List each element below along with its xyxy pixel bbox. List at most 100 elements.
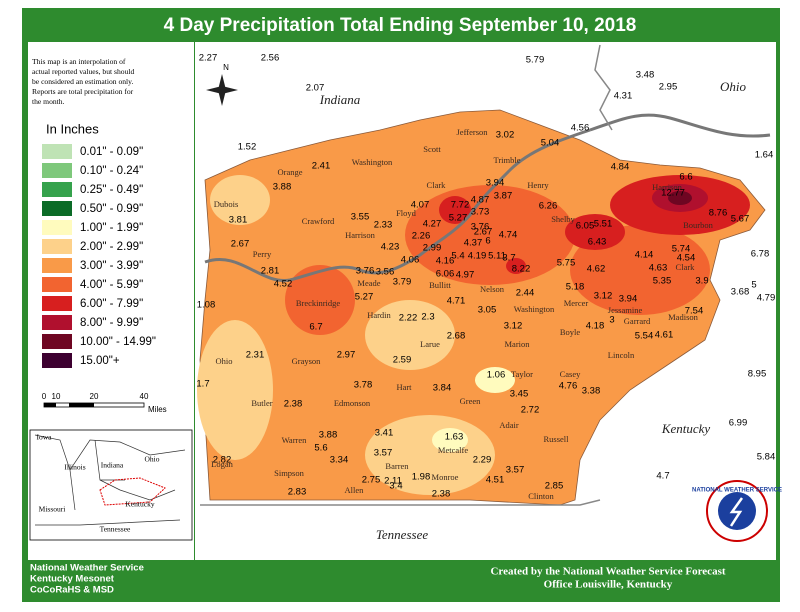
value-label: 7.72 xyxy=(451,200,470,211)
value-label: 4.19 xyxy=(468,251,487,262)
value-label: 2.95 xyxy=(659,82,678,93)
county-label: Casey xyxy=(560,369,582,379)
value-label: 6.78 xyxy=(751,249,770,260)
value-label: 8.22 xyxy=(512,264,531,275)
value-label: 3.78 xyxy=(354,380,373,391)
value-label: 4.18 xyxy=(586,321,605,332)
value-label: 4.56 xyxy=(571,123,590,134)
value-label: 3.7 xyxy=(502,253,515,264)
nws-logo: NATIONAL WEATHER SERVICE xyxy=(692,480,782,542)
legend-label: 2.00" - 2.99" xyxy=(80,241,143,253)
value-label: 1.63 xyxy=(445,432,464,443)
value-label: 6.43 xyxy=(588,237,607,248)
legend-swatch xyxy=(42,182,72,197)
value-label: 8.95 xyxy=(748,369,767,380)
value-label: 2.3 xyxy=(421,312,434,323)
value-label: 2.59 xyxy=(393,355,412,366)
value-label: 2.27 xyxy=(199,53,218,64)
value-label: 3.76 xyxy=(356,266,375,277)
county-label: Monroe xyxy=(432,472,459,482)
legend-label: 0.10" - 0.24" xyxy=(80,165,143,177)
county-label: Harrison xyxy=(652,182,682,192)
value-label: 2.83 xyxy=(288,487,307,498)
value-label: 3.87 xyxy=(494,191,513,202)
county-label: Dubois xyxy=(214,199,239,209)
value-label: 4.51 xyxy=(486,475,505,486)
county-label: Green xyxy=(460,396,482,406)
county-label: Taylor xyxy=(511,369,533,379)
rain-zone xyxy=(506,258,526,274)
value-label: 4.23 xyxy=(381,242,400,253)
county-label: Madison xyxy=(668,312,699,322)
county-label: Orange xyxy=(277,167,302,177)
county-label: Henry xyxy=(527,180,549,190)
value-label: 5.27 xyxy=(449,213,468,224)
value-label: 1.08 xyxy=(197,300,216,311)
value-label: 2.67 xyxy=(474,227,493,238)
legend-label: 8.00" - 9.99" xyxy=(80,317,143,329)
county-label: Hardin xyxy=(367,310,391,320)
state-line xyxy=(200,499,601,506)
value-label: 3.79 xyxy=(393,277,412,288)
value-label: 4.54 xyxy=(677,253,696,264)
scale-label: 0 xyxy=(42,392,47,401)
value-label: 8.76 xyxy=(709,208,728,219)
value-label: 3.12 xyxy=(504,321,523,332)
value-label: 3 xyxy=(609,315,614,326)
value-label: 5.27 xyxy=(355,292,374,303)
credit-right: Created by the National Weather Service … xyxy=(490,566,725,578)
value-label: 3.81 xyxy=(229,215,248,226)
value-label: 2.85 xyxy=(545,481,564,492)
value-label: 3.94 xyxy=(619,294,638,305)
value-label: 4.87 xyxy=(471,195,490,206)
legend-swatch xyxy=(42,277,72,292)
value-label: 1.7 xyxy=(196,379,209,390)
county-label: Barren xyxy=(385,461,409,471)
county-label: Grayson xyxy=(292,356,322,366)
inset-label: Indiana xyxy=(101,461,124,470)
scale-label: Miles xyxy=(148,405,167,414)
county-label: Clinton xyxy=(528,491,554,501)
county-label: Washington xyxy=(514,304,555,314)
legend-swatch xyxy=(42,144,72,159)
value-label: 6.99 xyxy=(729,418,748,429)
state-label: Indiana xyxy=(319,92,361,107)
inset-label: Tennessee xyxy=(100,525,131,534)
inset-label: Illinois xyxy=(64,463,85,472)
value-label: 5.75 xyxy=(557,258,576,269)
logo-text: NATIONAL WEATHER SERVICE xyxy=(692,488,782,494)
county-label: Washington xyxy=(352,157,393,167)
value-label: 1.52 xyxy=(238,142,257,153)
county-label: Bourbon xyxy=(683,220,714,230)
legend-swatch xyxy=(42,334,72,349)
value-label: 2.38 xyxy=(432,489,451,500)
rain-zone xyxy=(475,367,515,393)
rain-zone xyxy=(565,214,625,250)
disclaimer-line: the month. xyxy=(32,97,65,106)
county-label: Ohio xyxy=(216,356,233,366)
value-label: 12.77 xyxy=(661,188,685,199)
value-label: 5.79 xyxy=(526,55,545,66)
county-label: Hart xyxy=(396,382,412,392)
county-label: Marion xyxy=(504,339,530,349)
value-label: 2.41 xyxy=(312,161,331,172)
rain-zone xyxy=(668,191,692,205)
county-label: Meade xyxy=(357,278,380,288)
value-label: 5.4 xyxy=(451,251,464,262)
county-label: Boyle xyxy=(560,327,581,337)
title: 4 Day Precipitation Total Ending Septemb… xyxy=(164,15,637,36)
value-label: 4.74 xyxy=(499,230,518,241)
legend-label: 1.00" - 1.99" xyxy=(80,222,143,234)
value-label: 3.68 xyxy=(731,287,750,298)
value-label: 5.54 xyxy=(635,331,654,342)
county-label: Floyd xyxy=(396,208,417,218)
county-label: Adair xyxy=(499,420,519,430)
map xyxy=(197,44,771,506)
value-label: 5.74 xyxy=(672,244,691,255)
inset-label: Iowa xyxy=(37,433,53,442)
value-label: 4.14 xyxy=(635,250,654,261)
county-label: Crawford xyxy=(302,216,335,226)
county-label: Butler xyxy=(251,398,272,408)
disclaimer-line: Reports are total precipitation for xyxy=(32,87,134,96)
